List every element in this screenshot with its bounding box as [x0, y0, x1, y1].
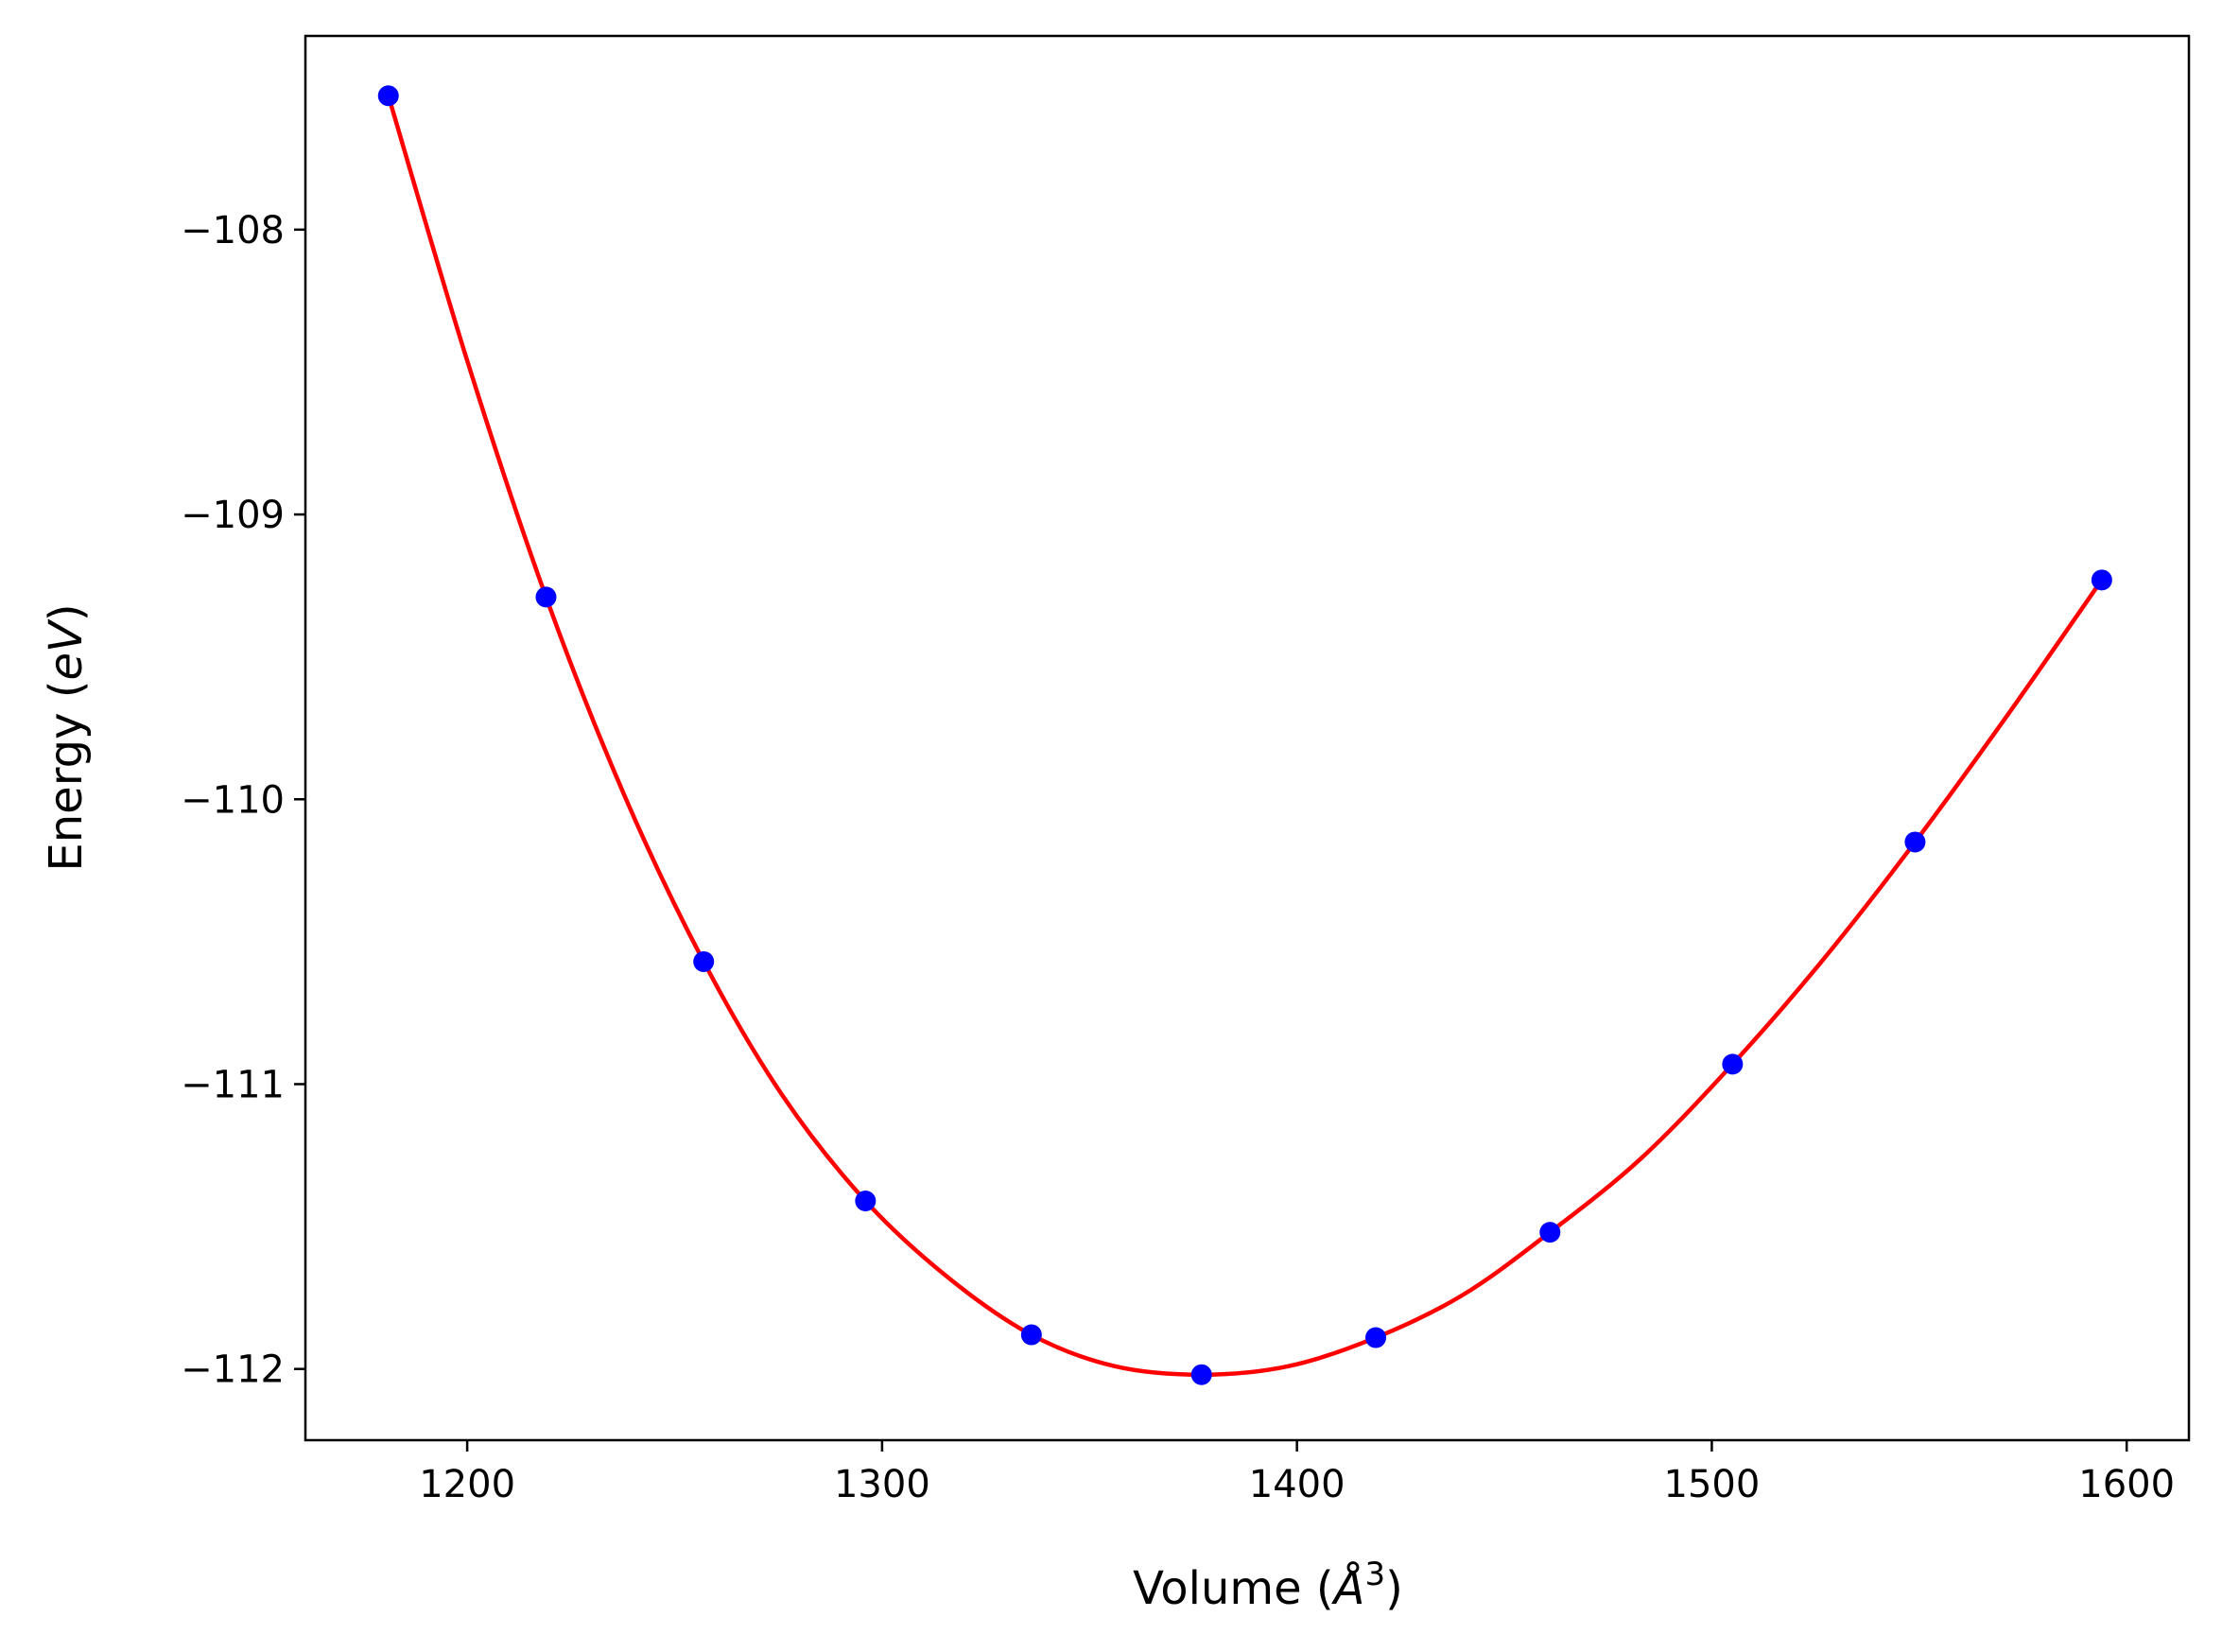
data-point	[377, 85, 399, 107]
y-tick-label: −108	[181, 209, 285, 252]
x-tick-label: 1300	[834, 1463, 930, 1506]
data-point	[693, 950, 715, 972]
plot-area	[377, 85, 2112, 1385]
x-axis-label-symbol: Å	[1331, 1561, 1365, 1615]
x-axis-label-text: Volume (	[1133, 1562, 1334, 1615]
data-point	[535, 586, 557, 608]
data-point	[1020, 1324, 1042, 1346]
y-tick-label: −110	[181, 778, 285, 822]
y-axis-label-symbol: eV	[40, 618, 93, 681]
data-point	[2091, 569, 2112, 591]
x-axis: 1200 1300 1400 1500 1600	[419, 1440, 2175, 1506]
y-tick-label: −112	[181, 1348, 285, 1392]
y-tick-label: −111	[181, 1063, 285, 1106]
data-point	[1904, 831, 1926, 853]
fit-curve-line	[386, 95, 2104, 1377]
data-point	[1365, 1327, 1387, 1348]
x-tick-label: 1200	[419, 1463, 515, 1506]
x-tick-label: 1600	[2078, 1463, 2175, 1506]
x-axis-label-exponent: 3	[1364, 1556, 1385, 1593]
x-tick-label: 1500	[1664, 1463, 1761, 1506]
y-axis-label: Energy (eV)	[40, 603, 93, 871]
data-point	[1722, 1053, 1744, 1075]
x-axis-label-close: )	[1385, 1562, 1403, 1615]
y-axis-label-text: Energy (	[40, 681, 93, 872]
axes-frame	[304, 34, 2191, 1442]
x-axis-label: Volume (Å3)	[1133, 1556, 1403, 1615]
y-axis-label-close: )	[40, 603, 93, 621]
y-axis: −108 −109 −110 −111 −112	[181, 209, 305, 1392]
data-point	[1190, 1364, 1212, 1385]
x-tick-label: 1400	[1249, 1463, 1345, 1506]
y-tick-label: −109	[181, 494, 285, 537]
data-point	[1539, 1222, 1561, 1243]
data-point	[855, 1190, 877, 1211]
